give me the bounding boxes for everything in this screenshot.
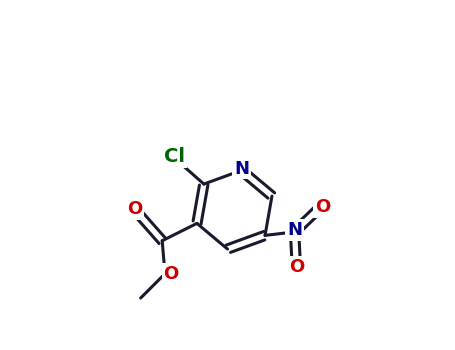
Text: O: O bbox=[288, 258, 304, 276]
Text: O: O bbox=[164, 265, 179, 283]
Text: N: N bbox=[234, 160, 249, 178]
Text: N: N bbox=[287, 221, 302, 239]
Text: O: O bbox=[315, 198, 330, 216]
Text: O: O bbox=[127, 201, 142, 218]
Text: Cl: Cl bbox=[164, 147, 185, 166]
